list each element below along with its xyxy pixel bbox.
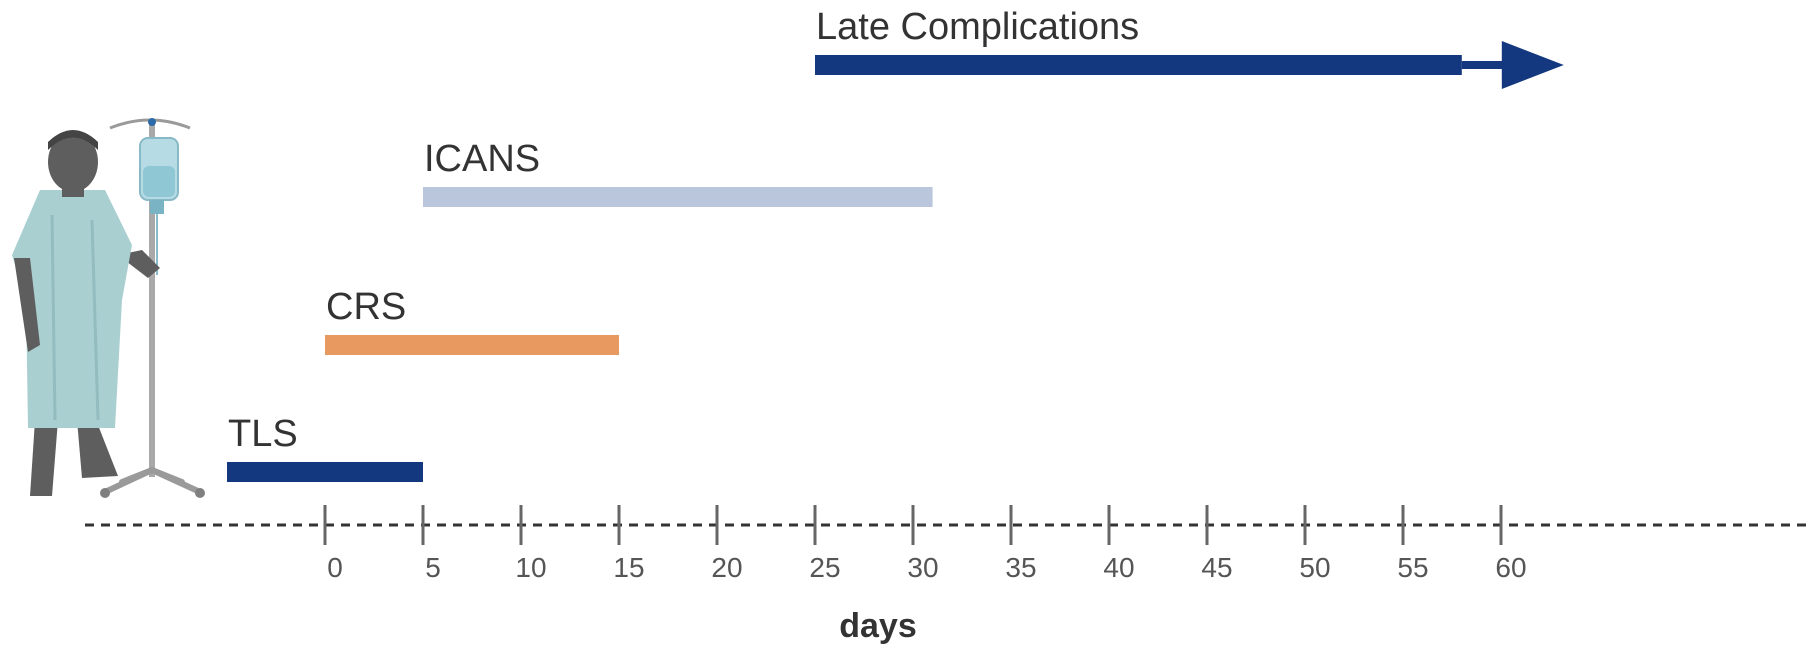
timeline-bar-crs: [325, 335, 619, 355]
tick-label-15: 15: [613, 552, 644, 583]
tick-label-0: 0: [327, 552, 343, 583]
tick-label-5: 5: [425, 552, 441, 583]
timeline-bar-group-tls: TLS: [227, 413, 423, 482]
tick-label-30: 30: [907, 552, 938, 583]
tick-label-50: 50: [1299, 552, 1330, 583]
timeline-bar-icans: [423, 187, 933, 207]
tick-label-25: 25: [809, 552, 840, 583]
tick-label-55: 55: [1397, 552, 1428, 583]
bars-layer: TLS CRS ICANS Late Complications: [227, 6, 1564, 482]
x-axis-title: days: [839, 607, 917, 645]
timeline-bar-group-late-complications: Late Complications: [815, 6, 1564, 89]
tick-label-45: 45: [1201, 552, 1232, 583]
patient-with-iv-pole-icon: [12, 118, 205, 498]
timeline-label-tls: TLS: [228, 413, 298, 455]
tick-label-35: 35: [1005, 552, 1036, 583]
timeline-bar-group-crs: CRS: [325, 286, 619, 355]
x-axis: 0 5 10 15 20 25 30 35 40 45 50 55 60 days: [85, 505, 1810, 645]
tick-label-40: 40: [1103, 552, 1134, 583]
timeline-label-crs: CRS: [326, 286, 406, 328]
timeline-label-icans: ICANS: [424, 138, 540, 180]
tick-label-60: 60: [1495, 552, 1526, 583]
timeline-bar-late-complications: [815, 55, 1462, 75]
timeline-bar-group-icans: ICANS: [423, 138, 933, 207]
arrow-head-icon: [1501, 41, 1564, 89]
tick-label-20: 20: [711, 552, 742, 583]
timeline-bar-tls: [227, 462, 423, 482]
arrow-shaft: [1461, 61, 1507, 69]
tick-label-10: 10: [515, 552, 546, 583]
timeline-label-late-complications: Late Complications: [816, 6, 1139, 48]
